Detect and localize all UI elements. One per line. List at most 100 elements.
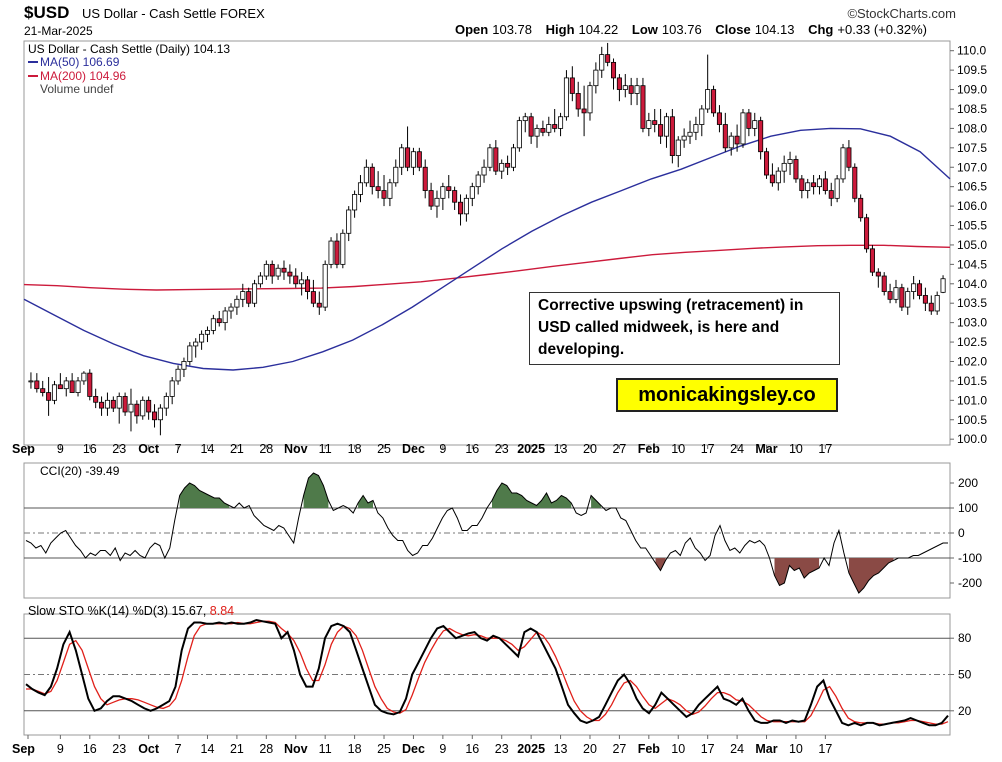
candle-up [587, 85, 593, 114]
x-tick-label: 20 [583, 442, 597, 456]
candle-down [93, 396, 99, 403]
candle-down [628, 85, 634, 94]
candle-up [469, 186, 475, 199]
date-axes: Sep 9 16 23 Oct 7 14 21 28 Nov 11 18 25 Dec 9 16 23 2025 1… [12, 442, 832, 756]
x-tick-label: 10 [789, 742, 803, 756]
cci-panel: -200 -100 0 100 200 [23, 462, 982, 599]
cci-y-tick-label: 0 [958, 526, 965, 540]
candle-up [558, 116, 564, 129]
x-tick-label: 13 [554, 742, 568, 756]
x-tick-label: 28 [259, 742, 273, 756]
candle-up [634, 85, 640, 94]
candle-up [781, 162, 787, 172]
candle-up [252, 283, 258, 304]
x-tick-label: 9 [57, 442, 64, 456]
price-y-tick-label: 100.0 [957, 432, 987, 446]
x-tick-label: 17 [701, 442, 715, 456]
x-tick-label: 23 [112, 742, 126, 756]
price-plot-frame [23, 40, 951, 446]
candle-up [193, 341, 199, 347]
candle-up [175, 368, 181, 382]
candle-down [334, 240, 340, 265]
candle-up [352, 194, 358, 211]
candle-down [528, 116, 534, 137]
price-y-tick-label: 104.0 [957, 277, 987, 291]
candle-down [310, 291, 316, 304]
candle-down [369, 166, 375, 188]
chart-date: 21-Mar-2025 [24, 24, 93, 38]
candle-down [811, 182, 817, 188]
candle-up [687, 131, 693, 137]
price-y-tick-label: 103.5 [957, 296, 987, 310]
candle-down [569, 77, 575, 94]
cci-y-tick-label: -200 [958, 576, 982, 590]
x-tick-label: Nov [284, 442, 308, 456]
sto-k-line [25, 618, 949, 727]
candle-down [869, 248, 875, 273]
candle-down [793, 159, 799, 180]
chg-label: Chg [808, 22, 834, 37]
cci-overbought-fill [492, 483, 572, 508]
candle-up [475, 174, 481, 188]
x-tick-label: 21 [230, 442, 244, 456]
candle-up [116, 396, 122, 409]
x-tick-label: 2025 [517, 742, 545, 756]
x-tick-label: 23 [495, 442, 509, 456]
candle-up [346, 209, 352, 234]
candle-down [146, 399, 152, 413]
candle-down [505, 162, 511, 168]
candle-down [540, 128, 546, 133]
legend-main-series: US Dollar - Cash Settle (Daily) 104.13 [28, 42, 230, 56]
x-tick-label: Mar [755, 442, 777, 456]
sto-legend-d: 8.84 [209, 604, 235, 618]
candle-down [428, 190, 434, 207]
price-y-tick-label: 102.0 [957, 354, 987, 368]
candle-down [764, 151, 770, 176]
x-tick-label: 25 [377, 442, 391, 456]
candle-down [722, 124, 728, 149]
x-tick-label: 16 [465, 742, 479, 756]
candle-down [99, 401, 105, 409]
close-value: 104.13 [754, 22, 795, 37]
annotation-box: Corrective upswing (retracement) in USD … [529, 292, 840, 365]
x-tick-label: 23 [495, 742, 509, 756]
candle-down [716, 112, 722, 125]
cci-overbought-fill [358, 495, 373, 508]
chart-header: $USD US Dollar - Cash Settle FOREX 21-Ma… [0, 0, 1002, 40]
cci-overbought-fill [179, 483, 230, 508]
candle-up [228, 306, 234, 312]
high-value: 104.22 [578, 22, 619, 37]
x-tick-label: 10 [789, 442, 803, 456]
stockcharts-logo: ©StockCharts.com [847, 6, 956, 21]
candle-up [75, 380, 81, 393]
sto-y-tick-label: 50 [958, 668, 972, 682]
candle-up [387, 182, 393, 199]
candle-up [911, 283, 917, 292]
price-y-tick-label: 108.0 [957, 121, 987, 135]
candle-down [917, 283, 923, 296]
candle-up [128, 403, 134, 413]
legend-ma50: MA(50) 106.69 [40, 55, 120, 69]
candle-down [316, 302, 322, 308]
candle-up [646, 120, 652, 129]
candle-down [110, 399, 116, 409]
candle-down [581, 108, 587, 114]
ma50-line [23, 127, 951, 371]
ticker-symbol: $USD [24, 3, 70, 22]
candle-up [834, 178, 840, 199]
open-label: Open [455, 22, 489, 37]
x-tick-label: 11 [319, 442, 332, 456]
candle-down [269, 263, 275, 277]
candle-up [240, 291, 246, 300]
candle-down [46, 392, 52, 401]
candle-down [87, 372, 93, 397]
candle-up [699, 108, 705, 125]
x-tick-label: 17 [701, 742, 715, 756]
candle-down [40, 388, 46, 393]
candle-down [711, 89, 717, 114]
candle-up [187, 345, 193, 362]
close-label: Close [715, 22, 751, 37]
x-tick-label: 24 [730, 442, 744, 456]
candle-up [622, 85, 628, 90]
candle-down [246, 291, 252, 304]
